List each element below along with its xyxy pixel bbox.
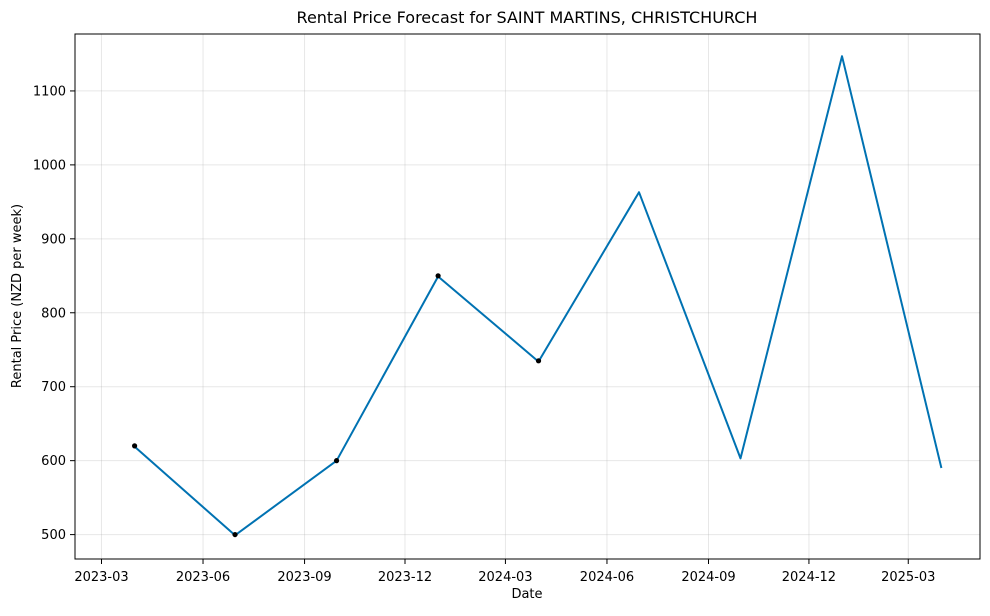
y-tick-label: 600 bbox=[41, 454, 66, 469]
forecast-line bbox=[133, 55, 943, 537]
plot-frame bbox=[74, 33, 981, 560]
x-tick-label: 2023-06 bbox=[176, 570, 230, 585]
x-axis-label: Date bbox=[511, 587, 542, 602]
x-tick-label: 2024-06 bbox=[580, 570, 634, 585]
grid-layer bbox=[75, 34, 980, 559]
observed-point bbox=[232, 531, 238, 538]
y-tick-label: 500 bbox=[41, 528, 66, 543]
x-tick-label: 2023-09 bbox=[277, 570, 331, 585]
axis-layer: 2023-03 2023-06 2023-09 2023-12 2024-03 2024-… bbox=[33, 84, 936, 585]
x-tick-label: 2024-09 bbox=[681, 570, 735, 585]
x-tick-label: 2024-03 bbox=[478, 570, 532, 585]
y-tick-label: 1100 bbox=[33, 84, 66, 99]
series-layer bbox=[131, 55, 943, 538]
x-tick-label: 2025-03 bbox=[881, 570, 935, 585]
x-tick-label: 2023-12 bbox=[378, 570, 432, 585]
x-tick-label: 2024-12 bbox=[782, 570, 836, 585]
chart-title: Rental Price Forecast for SAINT MARTINS,… bbox=[297, 8, 758, 27]
y-axis-label: Rental Price (NZD per week) bbox=[10, 204, 25, 388]
observed-point bbox=[535, 358, 542, 364]
y-tick-label: 800 bbox=[41, 306, 66, 321]
observed-point bbox=[435, 273, 441, 279]
y-tick-label: 1000 bbox=[33, 158, 66, 173]
observed-point bbox=[131, 443, 138, 449]
observed-point bbox=[333, 458, 340, 464]
y-tick-label: 700 bbox=[41, 380, 66, 395]
y-tick-label: 900 bbox=[41, 232, 66, 247]
x-tick-label: 2023-03 bbox=[74, 570, 128, 585]
